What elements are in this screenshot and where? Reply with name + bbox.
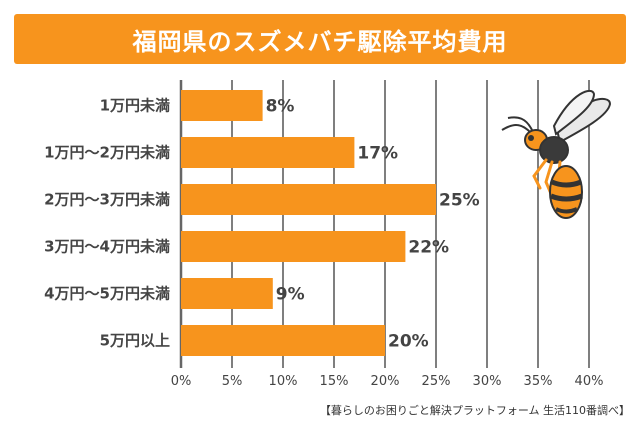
value-label: 25% <box>439 191 480 211</box>
bar <box>181 325 385 356</box>
bar <box>181 278 273 309</box>
x-tick-label: 5% <box>222 374 243 389</box>
source-note: 【暮らしのお困りごと解決プラットフォーム 生活110番調べ】 <box>319 404 630 417</box>
x-tick-label: 15% <box>320 374 349 389</box>
x-tick-label: 40% <box>575 374 604 389</box>
value-label: 22% <box>408 238 449 258</box>
value-label: 20% <box>388 332 429 352</box>
title-bar: 福岡県のスズメバチ駆除平均費用 <box>14 14 626 64</box>
labels: 0% 5% 10% 15% 20% 25% 30% 35% 40% 1万円未満 8% 1万円〜2万円未… <box>44 97 603 390</box>
x-tick-label: 10% <box>269 374 298 389</box>
category-label: 3万円〜4万円未満 <box>44 238 170 256</box>
bar <box>181 90 263 121</box>
value-label: 9% <box>276 285 305 305</box>
value-label: 8% <box>266 97 295 117</box>
category-label: 5万円以上 <box>100 332 170 350</box>
x-tick-label: 0% <box>171 374 192 389</box>
category-label: 1万円未満 <box>100 97 170 115</box>
x-tick-label: 20% <box>371 374 400 389</box>
x-tick-label: 35% <box>524 374 553 389</box>
category-label: 4万円〜5万円未満 <box>44 285 170 303</box>
bar <box>181 231 406 262</box>
bar <box>181 184 436 215</box>
bar <box>181 137 355 168</box>
x-tick-label: 30% <box>473 374 502 389</box>
category-label: 1万円〜2万円未満 <box>44 144 170 162</box>
grid-lines <box>179 80 590 368</box>
value-label: 17% <box>357 144 398 164</box>
chart-title: 福岡県のスズメバチ駆除平均費用 <box>132 27 508 56</box>
hornet-icon <box>501 89 612 219</box>
category-label: 2万円〜3万円未満 <box>44 191 170 209</box>
x-tick-label: 25% <box>422 374 451 389</box>
bars <box>181 90 436 356</box>
